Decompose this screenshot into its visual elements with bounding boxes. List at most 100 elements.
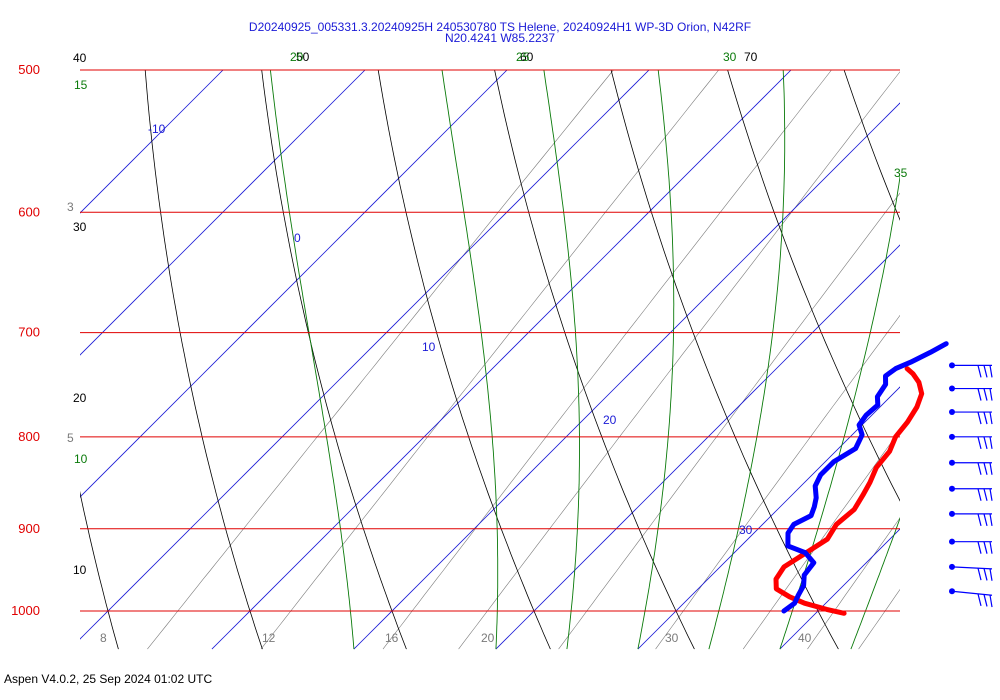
moist-adiabat-line xyxy=(269,70,355,650)
isotherm-tick-label: 30 xyxy=(739,523,753,537)
wind-barb-feather xyxy=(989,594,993,608)
dry-adiabat-line xyxy=(377,70,551,650)
isotherm-lines xyxy=(80,38,1000,650)
pressure-tick-label: 500 xyxy=(18,62,40,77)
moist-adiabat-line xyxy=(543,70,580,650)
dry-adiabat-tick-label: 10 xyxy=(73,563,87,577)
mixing-ratio-line xyxy=(858,588,900,650)
isotherm-line xyxy=(80,70,650,640)
isotherm-line xyxy=(495,244,900,650)
moist-adiabat-lines xyxy=(269,38,1000,650)
mixing-ratio-tick-label: 16 xyxy=(385,631,399,645)
mixing-ratio-line xyxy=(458,71,900,650)
wind-barb-feather xyxy=(977,488,982,501)
mixing-ratio-line xyxy=(558,192,900,650)
wind-barb-feather xyxy=(977,593,982,606)
dry-adiabat-line xyxy=(494,70,695,650)
mixing-ratio-line xyxy=(260,70,720,650)
wind-barb-feather xyxy=(983,488,988,501)
isotherm-line xyxy=(211,70,792,650)
wind-barb-feather xyxy=(977,388,982,401)
wind-barb-feather xyxy=(983,365,988,378)
wind-barb-feather xyxy=(983,462,988,475)
pressure-tick-label: 700 xyxy=(18,325,40,340)
footer-version-timestamp: Aspen V4.0.2, 25 Sep 2024 01:02 UTC xyxy=(4,672,213,686)
wind-barb xyxy=(949,433,993,449)
isotherm-line xyxy=(80,70,508,498)
moist-adiabat-tick-label: 10 xyxy=(74,452,88,466)
moist-adiabat-tick-label: 20 xyxy=(290,50,304,64)
pressure-tick-label: 600 xyxy=(18,204,40,219)
moist-adiabat-tick-label: 30 xyxy=(723,50,737,64)
mixing-ratio-line xyxy=(382,70,832,650)
wind-barb-feather xyxy=(977,365,982,378)
wind-barb-feather xyxy=(977,568,982,581)
mixing-ratio-line xyxy=(742,429,900,650)
moist-adiabat-line xyxy=(637,70,675,650)
isotherm-line xyxy=(353,102,900,650)
wind-barb-feather xyxy=(983,388,988,401)
wind-barb-feather xyxy=(983,568,988,581)
temperature-profile-line xyxy=(773,366,925,616)
mixing-ratio-line xyxy=(147,70,614,650)
wind-barb xyxy=(949,588,993,608)
axis-labels: 500 600 700 800 900 1000 -10 0 10 20 30 40 50 60 70 30 2… xyxy=(11,50,908,645)
wind-barb-feather xyxy=(983,436,988,449)
dry-adiabat-tick-label: 60 xyxy=(520,50,534,64)
wind-barb-staff xyxy=(951,566,993,570)
wind-barb xyxy=(949,510,993,527)
moist-adiabat-line xyxy=(441,70,499,650)
mixing-ratio-tick-label: 20 xyxy=(481,631,495,645)
mixing-ratio-lines xyxy=(147,70,900,650)
dry-adiabat-tick-label: 30 xyxy=(73,220,87,234)
isotherm-tick-label: 10 xyxy=(422,340,436,354)
dry-adiabat-line xyxy=(261,70,407,650)
wind-barb-staff xyxy=(951,590,993,596)
wind-barb xyxy=(949,385,993,401)
wind-barb xyxy=(949,459,993,475)
isobar-lines xyxy=(80,69,900,612)
mixing-ratio-tick-label: 3 xyxy=(67,200,74,214)
chart-subtitle: N20.4241 W85.2237 xyxy=(444,31,556,45)
wind-barb-feather xyxy=(989,462,993,475)
isotherm-line xyxy=(80,70,366,356)
dry-adiabat-tick-label: 20 xyxy=(73,391,87,405)
wind-barb-feather xyxy=(977,411,982,425)
dry-adiabat-line xyxy=(610,70,839,650)
wind-barb-feather xyxy=(983,594,988,607)
wind-barb-feather xyxy=(977,436,982,449)
wind-barb-feather xyxy=(977,513,982,527)
wind-barb-feather xyxy=(989,488,993,501)
dry-adiabat-lines xyxy=(80,38,1000,650)
moist-adiabat-tick-label: 25 xyxy=(516,50,530,64)
dry-adiabat-line xyxy=(727,70,900,502)
dry-adiabat-tick-label: 70 xyxy=(744,50,758,64)
dry-adiabat-line xyxy=(144,70,263,650)
wind-barb xyxy=(949,538,993,554)
dry-adiabat-line xyxy=(949,38,1000,649)
moist-adiabat-line xyxy=(993,38,1000,649)
wind-barb-feather xyxy=(977,541,982,554)
isotherm-line xyxy=(80,70,224,214)
isotherm-tick-label: 0 xyxy=(294,231,301,245)
mixing-ratio-tick-label: 30 xyxy=(665,631,679,645)
sounding-profiles xyxy=(773,341,949,616)
wind-barb-feather xyxy=(983,541,988,554)
wind-barb-feather xyxy=(983,411,988,425)
wind-barb-feather xyxy=(989,411,993,425)
wind-barb-feather xyxy=(989,568,993,581)
wind-barb xyxy=(949,563,993,581)
wind-barb-feather xyxy=(989,513,993,526)
wind-barb-feather xyxy=(977,462,982,475)
mixing-ratio-tick-label: 5 xyxy=(67,431,74,445)
pressure-tick-label: 1000 xyxy=(11,603,40,618)
moist-adiabat-line xyxy=(922,38,1000,649)
isotherm-line xyxy=(922,38,1000,649)
mixing-ratio-tick-label: 40 xyxy=(798,631,812,645)
mixing-ratio-tick-label: 12 xyxy=(262,631,276,645)
dry-adiabat-line xyxy=(80,490,119,650)
pressure-tick-label: 800 xyxy=(18,429,40,444)
wind-barb xyxy=(949,485,993,501)
wind-barbs xyxy=(949,362,993,608)
